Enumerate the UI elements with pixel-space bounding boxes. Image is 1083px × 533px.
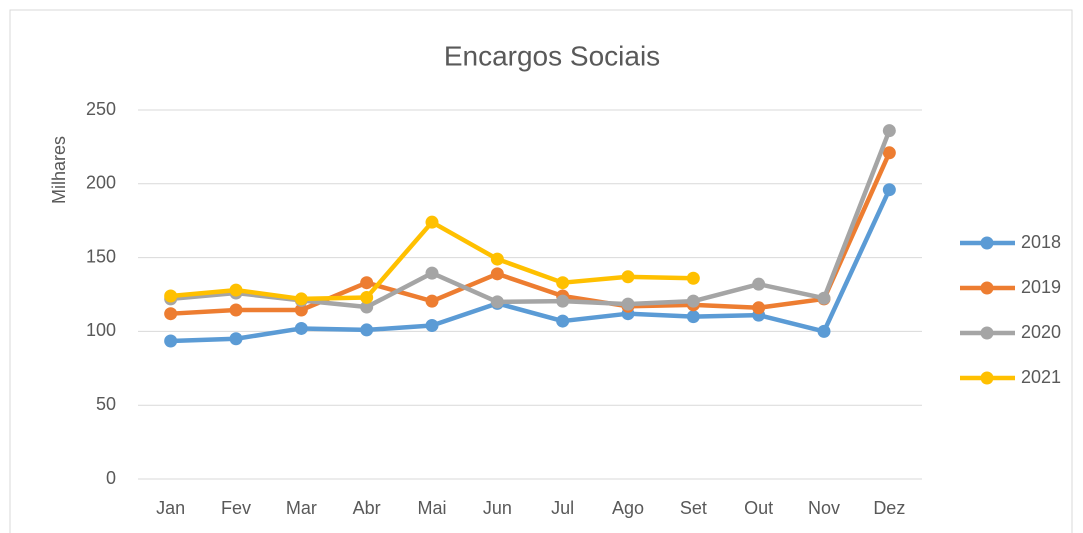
data-point bbox=[425, 294, 439, 308]
data-point bbox=[360, 300, 374, 314]
x-tick-label: Out bbox=[744, 498, 773, 518]
data-point bbox=[621, 297, 635, 311]
data-point bbox=[556, 294, 570, 308]
x-tick-label: Jun bbox=[483, 498, 512, 518]
legend-label: 2020 bbox=[1021, 322, 1061, 342]
data-point bbox=[752, 301, 766, 315]
data-point bbox=[229, 303, 243, 317]
data-point bbox=[556, 314, 570, 328]
data-point bbox=[621, 270, 635, 284]
y-tick-label: 100 bbox=[86, 320, 116, 340]
data-point bbox=[752, 277, 766, 291]
legend-label: 2019 bbox=[1021, 277, 1061, 297]
data-point bbox=[425, 266, 439, 280]
data-point bbox=[882, 183, 896, 197]
x-tick-label: Jan bbox=[156, 498, 185, 518]
y-tick-label: 200 bbox=[86, 173, 116, 193]
data-point bbox=[360, 323, 374, 337]
data-point bbox=[425, 318, 439, 332]
x-tick-label: Mai bbox=[417, 498, 446, 518]
legend-marker bbox=[980, 281, 994, 295]
data-point bbox=[817, 291, 831, 305]
data-point bbox=[556, 276, 570, 290]
legend-marker bbox=[980, 236, 994, 250]
x-tick-label: Ago bbox=[612, 498, 644, 518]
x-tick-label: Fev bbox=[221, 498, 251, 518]
data-point bbox=[490, 252, 504, 266]
data-point bbox=[360, 276, 374, 290]
data-point bbox=[686, 294, 700, 308]
series-line bbox=[170, 151, 892, 316]
data-point bbox=[294, 321, 308, 335]
data-point bbox=[229, 283, 243, 297]
x-tick-label: Set bbox=[680, 498, 707, 518]
x-tick-label: Dez bbox=[873, 498, 905, 518]
x-tick-label: Mar bbox=[286, 498, 317, 518]
chart-title: Encargos Sociais bbox=[444, 40, 660, 71]
y-axis-label: Milhares bbox=[49, 136, 69, 204]
data-point bbox=[817, 324, 831, 338]
data-point bbox=[882, 146, 896, 160]
x-tick-label: Nov bbox=[808, 498, 840, 518]
data-point bbox=[490, 267, 504, 281]
y-tick-label: 150 bbox=[86, 246, 116, 266]
data-point bbox=[882, 124, 896, 138]
data-point bbox=[164, 289, 178, 303]
data-point bbox=[425, 215, 439, 229]
data-point bbox=[229, 332, 243, 346]
y-tick-label: 0 bbox=[106, 468, 116, 488]
data-point bbox=[686, 271, 700, 285]
data-point bbox=[294, 292, 308, 306]
legend-marker bbox=[980, 326, 994, 340]
legend-label: 2021 bbox=[1021, 367, 1061, 387]
y-tick-label: 50 bbox=[96, 394, 116, 414]
chart-frame bbox=[9, 9, 1073, 533]
data-point bbox=[360, 290, 374, 304]
y-tick-label: 250 bbox=[86, 99, 116, 119]
data-point bbox=[294, 303, 308, 317]
data-point bbox=[686, 310, 700, 324]
x-tick-label: Abr bbox=[353, 498, 381, 518]
series-line bbox=[170, 188, 892, 344]
data-point bbox=[164, 307, 178, 321]
data-point bbox=[164, 334, 178, 348]
legend-label: 2018 bbox=[1021, 232, 1061, 252]
data-point bbox=[490, 295, 504, 309]
x-tick-label: Jul bbox=[551, 498, 574, 518]
legend-marker bbox=[980, 371, 994, 385]
